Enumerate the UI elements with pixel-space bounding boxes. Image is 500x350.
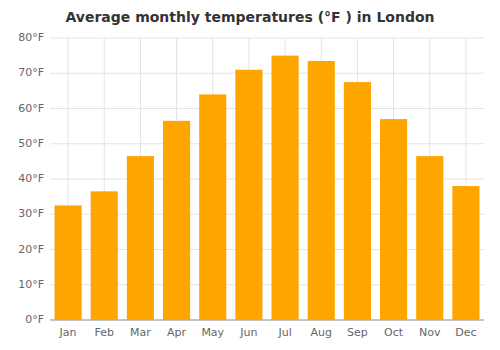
bar	[344, 82, 371, 320]
axes: 0°F 10°F 20°F 30°F 40°F 50°F 60°F 70°F 80°F Jan Fe…	[18, 31, 484, 339]
grid-line-y	[50, 108, 484, 109]
x-tick-label: Apr	[167, 326, 187, 339]
y-tick-label: 80°F	[18, 31, 44, 44]
y-tick-label: 70°F	[18, 66, 44, 79]
x-tick-label: Nov	[419, 326, 441, 339]
bar	[55, 205, 82, 320]
x-tick-label: Sep	[347, 326, 368, 339]
bar	[380, 119, 407, 320]
grid-line-y	[50, 38, 484, 39]
bar	[235, 70, 262, 320]
bar	[91, 191, 118, 320]
title: Average monthly temperatures (°F ) in Lo…	[65, 9, 434, 25]
y-tick-label: 40°F	[18, 172, 44, 185]
y-tick-label: 0°F	[25, 313, 44, 326]
grid	[50, 38, 484, 320]
x-tick-label: May	[201, 326, 224, 339]
bar	[127, 156, 154, 320]
bar	[272, 56, 299, 320]
x-tick-label: Feb	[95, 326, 114, 339]
x-tick-label: Dec	[455, 326, 476, 339]
grid-line-y	[50, 73, 484, 74]
x-tick-label: Mar	[130, 326, 151, 339]
y-tick-label: 10°F	[18, 278, 44, 291]
chart: 0°F 10°F 20°F 30°F 40°F 50°F 60°F 70°F 80°F Jan Fe…	[0, 0, 500, 350]
x-tick-label: Oct	[384, 326, 404, 339]
y-tick-label: 20°F	[18, 243, 44, 256]
x-tick-label: Aug	[311, 326, 332, 339]
bar	[199, 94, 226, 320]
bar	[308, 61, 335, 320]
grid-line-y	[50, 143, 484, 144]
bar	[163, 121, 190, 320]
y-tick-label: 50°F	[18, 137, 44, 150]
bar	[452, 186, 479, 320]
chart-container: 0°F 10°F 20°F 30°F 40°F 50°F 60°F 70°F 80°F Jan Fe…	[0, 0, 500, 350]
x-tick-label: Jul	[277, 326, 291, 339]
page: {"chart_data": {"type": "bar", "title": …	[0, 0, 500, 350]
x-tick-label: Jan	[59, 326, 77, 339]
x-tick-label: Jun	[239, 326, 257, 339]
y-tick-label: 30°F	[18, 207, 44, 220]
bar	[416, 156, 443, 320]
y-tick-label: 60°F	[18, 102, 44, 115]
bars	[55, 56, 480, 320]
